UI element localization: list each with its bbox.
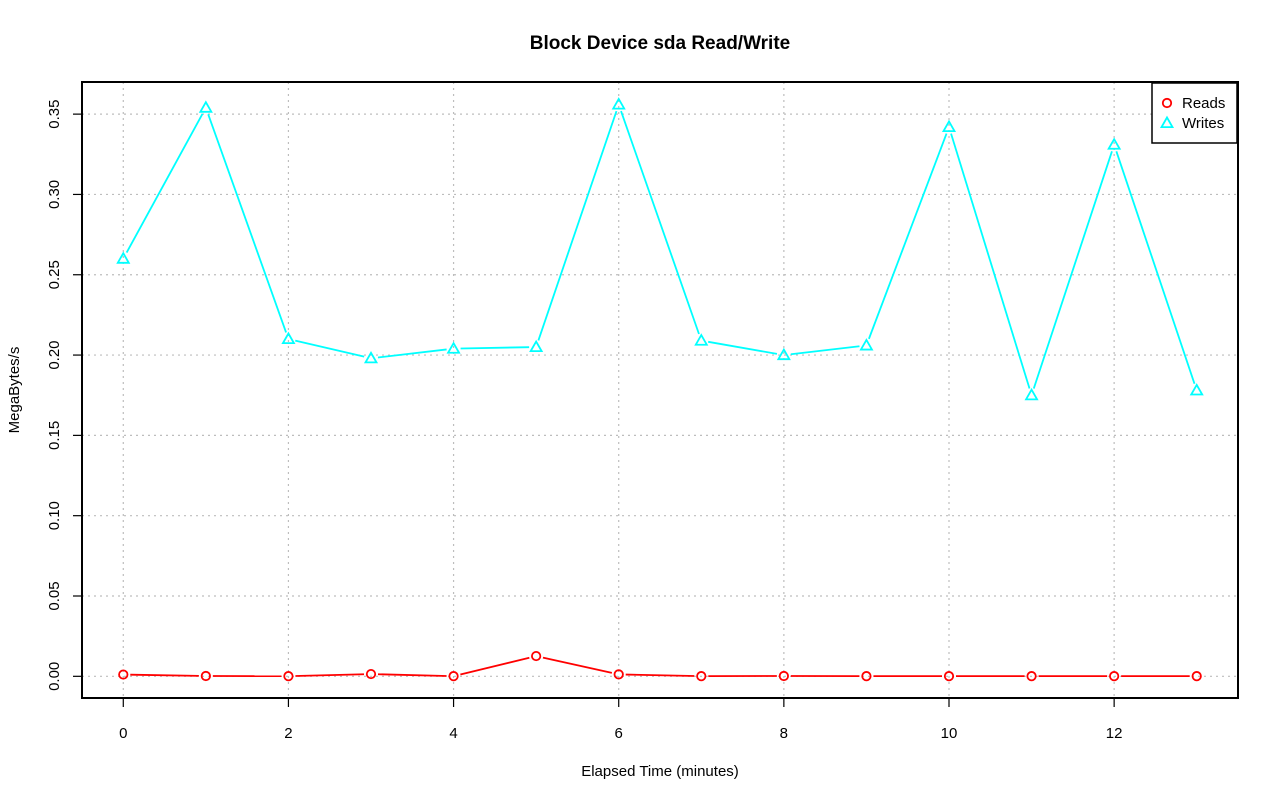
legend-item-writes: Writes — [1159, 115, 1224, 132]
series-segment — [207, 113, 287, 333]
x-tick-label: 8 — [780, 725, 788, 742]
y-tick-label: 0.15 — [46, 421, 63, 450]
x-tick-label: 2 — [284, 725, 292, 742]
series-segment — [537, 110, 618, 341]
data-point — [861, 671, 872, 682]
y-tick-label: 0.05 — [46, 581, 63, 610]
data-point — [943, 671, 955, 682]
series-segment — [295, 673, 365, 677]
series-segment — [130, 673, 199, 677]
data-point — [283, 671, 294, 682]
series-segment — [377, 348, 447, 359]
series-segment — [125, 113, 204, 253]
data-point — [859, 338, 874, 351]
series-segment — [460, 346, 530, 350]
series-segment — [620, 110, 700, 335]
series-segment — [295, 339, 365, 358]
data-point — [611, 97, 626, 110]
data-point — [365, 668, 377, 680]
data-point — [1189, 383, 1204, 396]
y-tick-label: 0.30 — [46, 180, 63, 209]
data-point — [281, 331, 296, 345]
x-tick-label: 0 — [119, 725, 127, 742]
series-segment — [950, 133, 1031, 389]
data-point — [200, 670, 211, 682]
y-tick-label: 0.10 — [46, 501, 63, 530]
data-point — [198, 100, 213, 113]
data-point — [1024, 387, 1039, 401]
data-point — [118, 669, 129, 680]
series-segment — [790, 345, 860, 356]
data-point — [694, 333, 709, 346]
legend-item-reads: Reads — [1161, 95, 1225, 112]
series-segment — [542, 656, 613, 674]
series-segment — [625, 673, 695, 677]
data-point — [1026, 671, 1037, 682]
y-tick-label: 0.20 — [46, 340, 63, 369]
data-point — [1191, 671, 1202, 682]
chart-title: Block Device sda Read/Write — [530, 33, 790, 54]
data-point — [363, 350, 379, 364]
x-axis-label: Elapsed Time (minutes) — [581, 763, 739, 780]
data-point — [116, 251, 131, 264]
data-point — [778, 670, 789, 682]
y-axis-label: MegaBytes/s — [6, 347, 23, 434]
y-tick-label: 0.35 — [46, 100, 63, 129]
legend-label: Writes — [1182, 115, 1224, 132]
series-layer — [116, 97, 1204, 682]
series-writes — [116, 97, 1204, 401]
legend-marker-circle — [1161, 97, 1173, 109]
data-point — [1109, 671, 1120, 682]
series-reads — [118, 650, 1202, 682]
x-axis: 0 2 4 6 8 10 12 — [119, 697, 1123, 742]
series-segment — [708, 340, 778, 355]
data-point — [776, 347, 791, 361]
data-point — [696, 671, 707, 682]
data-point — [1107, 137, 1122, 150]
x-tick-label: 12 — [1106, 725, 1123, 742]
x-tick-label: 4 — [449, 725, 457, 742]
plot-frame — [81, 81, 1239, 699]
legend-marker-triangle — [1159, 115, 1175, 129]
legend-box — [1151, 82, 1238, 144]
legend: Reads Writes — [1151, 82, 1238, 144]
y-tick-label: 0.25 — [46, 260, 63, 289]
series-segment — [377, 673, 447, 677]
x-tick-label: 10 — [941, 725, 958, 742]
x-tick-label: 6 — [615, 725, 623, 742]
data-point — [446, 341, 461, 354]
data-point — [613, 669, 624, 680]
data-point — [448, 671, 459, 682]
series-segment — [460, 656, 530, 676]
series-segment — [1032, 151, 1113, 389]
data-point — [941, 119, 957, 133]
series-segment — [1115, 150, 1196, 385]
y-axis: 0.00 0.05 0.10 0.15 0.20 0.25 0.30 0.35 — [46, 100, 83, 691]
data-point — [531, 650, 542, 662]
y-tick-label: 0.00 — [46, 662, 63, 691]
series-segment — [868, 133, 948, 340]
legend-label: Reads — [1182, 95, 1225, 112]
data-point — [529, 339, 544, 353]
grid — [82, 82, 1238, 698]
